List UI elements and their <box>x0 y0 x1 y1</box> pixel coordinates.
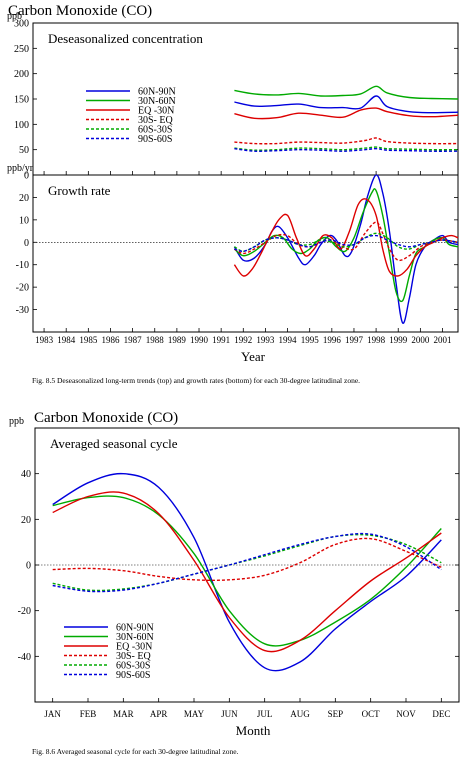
year-tick-label: 1998 <box>367 335 386 345</box>
month-tick-label: NOV <box>396 709 416 719</box>
month-tick-label: DEC <box>432 709 450 719</box>
year-tick-label: 1988 <box>146 335 165 345</box>
seasonal-ylabel: ppb <box>9 416 24 427</box>
month-tick-label: OCT <box>362 709 381 719</box>
seasonal-ytick-label: 0 <box>26 561 31 572</box>
month-tick-label: FEB <box>80 709 97 719</box>
concentration-ytick-label: 150 <box>14 95 29 106</box>
seasonal-title: Averaged seasonal cycle <box>50 436 178 451</box>
month-tick-label: MAR <box>113 709 134 719</box>
concentration-series-30n-60n <box>234 85 459 100</box>
figure1-title: Carbon Monoxide (CO) <box>8 3 152 19</box>
growth-ytick-label: -30 <box>16 305 29 316</box>
seasonal-series-30n-60n <box>52 495 442 647</box>
year-tick-label: 1990 <box>190 335 209 345</box>
concentration-ytick-label: 250 <box>14 44 29 55</box>
concentration-series-30s-eq <box>234 137 459 145</box>
year-tick-label: 1996 <box>323 335 342 345</box>
concentration-legend-label: EQ -30N <box>138 106 174 117</box>
month-tick-label: JUN <box>221 709 238 719</box>
concentration-ytick-label: 100 <box>14 120 29 131</box>
growth-series-30n-60n <box>233 188 459 303</box>
figure2-caption: Fig. 8.6 Averaged seasonal cycle for eac… <box>32 747 239 756</box>
year-tick-label: 1994 <box>279 335 298 345</box>
co-figures: Carbon Monoxide (CO)050100150200250300De… <box>7 3 460 738</box>
figure2-title: Carbon Monoxide (CO) <box>34 410 178 426</box>
concentration-ytick-label: 50 <box>19 145 29 156</box>
growth-series-60n-90n <box>233 174 459 324</box>
year-tick-label: 1989 <box>168 335 187 345</box>
growth-ytick-label: -20 <box>16 283 29 294</box>
seasonal-series-90s-60s <box>52 532 442 593</box>
growth-series-60s-30s <box>234 232 459 253</box>
concentration-series-60s-30s <box>234 146 459 151</box>
year-tick-label: 1986 <box>101 335 120 345</box>
concentration-series-90s-60s <box>234 147 459 152</box>
growth-series-90s-60s <box>234 234 459 253</box>
figure1-xlabel: Year <box>241 349 266 364</box>
month-tick-label: JAN <box>44 709 61 719</box>
concentration-legend-label: 60N-90N <box>138 87 176 98</box>
year-tick-label: 1993 <box>256 335 275 345</box>
growth-ytick-label: 10 <box>19 215 29 226</box>
concentration-ytick-label: 200 <box>14 69 29 80</box>
seasonal-legend-label: EQ -30N <box>116 642 152 653</box>
year-tick-label: 1991 <box>212 335 230 345</box>
seasonal-legend-label: 30S- EQ <box>116 651 152 662</box>
year-tick-label: 2000 <box>411 335 430 345</box>
concentration-legend-label: 30S- EQ <box>138 115 174 126</box>
year-tick-label: 1999 <box>389 335 408 345</box>
seasonal-series-60n-90n <box>52 472 442 672</box>
seasonal-series-eq-30n <box>52 491 442 653</box>
concentration-series-eq-30n <box>234 107 459 120</box>
month-tick-label: JUL <box>257 709 273 719</box>
concentration-legend-label: 90S-60S <box>138 134 172 145</box>
seasonal-ytick-label: -40 <box>18 652 31 663</box>
seasonal-legend-label: 90S-60S <box>116 670 150 681</box>
growth-series-eq-30n <box>233 198 459 277</box>
concentration-ytick-label: 0 <box>24 171 29 182</box>
concentration-ylabel: ppb <box>7 11 22 22</box>
year-tick-label: 1984 <box>57 335 76 345</box>
year-tick-label: 1985 <box>79 335 98 345</box>
concentration-ytick-label: 300 <box>14 19 29 30</box>
seasonal-ytick-label: -20 <box>18 606 31 617</box>
seasonal-series-60s-30s <box>52 533 442 592</box>
growth-ylabel: ppb/yr <box>7 163 34 174</box>
year-tick-label: 1997 <box>345 335 364 345</box>
seasonal-series-30s-eq <box>52 537 442 582</box>
concentration-legend-label: 60S-30S <box>138 125 172 136</box>
concentration-legend-label: 30N-60N <box>138 96 176 107</box>
year-tick-label: 1983 <box>35 335 54 345</box>
month-tick-label: APR <box>150 709 168 719</box>
growth-frame <box>32 174 459 333</box>
seasonal-legend-label: 30N-60N <box>116 632 154 643</box>
seasonal-ytick-label: 20 <box>21 515 31 526</box>
figure1-caption: Fig. 8.5 Deseasonalized long-term trends… <box>32 376 361 385</box>
year-tick-label: 1992 <box>234 335 252 345</box>
growth-ytick-label: -10 <box>16 260 29 271</box>
concentration-title: Deseasonalized concentration <box>48 31 203 46</box>
year-tick-label: 2001 <box>434 335 452 345</box>
month-tick-label: AUG <box>290 709 310 719</box>
month-tick-label: MAY <box>184 709 205 719</box>
seasonal-xlabel: Month <box>236 723 271 738</box>
growth-title: Growth rate <box>48 183 111 198</box>
growth-ytick-label: 20 <box>19 193 29 204</box>
month-tick-label: SEP <box>328 709 344 719</box>
seasonal-legend-label: 60N-90N <box>116 623 154 634</box>
seasonal-ytick-label: 40 <box>21 469 31 480</box>
concentration-series-60n-90n <box>234 95 459 114</box>
year-tick-label: 1995 <box>301 335 320 345</box>
growth-ytick-label: 0 <box>24 238 29 249</box>
seasonal-legend-label: 60S-30S <box>116 661 150 672</box>
year-tick-label: 1987 <box>124 335 143 345</box>
